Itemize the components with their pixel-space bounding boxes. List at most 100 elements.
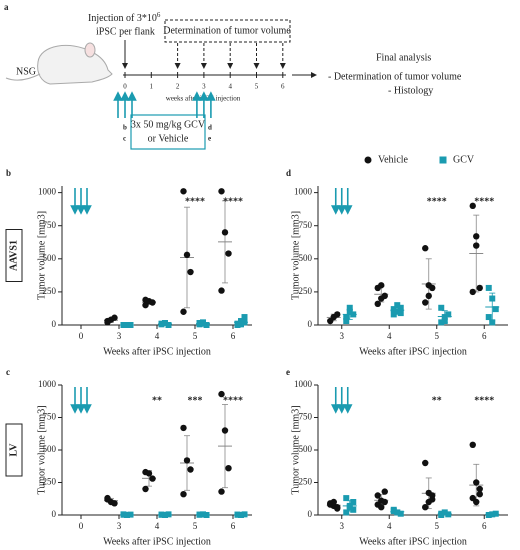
group-box [5,229,23,282]
data-point [473,233,480,240]
x-tick-label: 6 [231,331,236,341]
data-point [381,498,388,506]
group-label: LV [8,443,19,457]
treatment-text: or Vehicle [148,133,189,144]
data-point [390,508,397,515]
data-point [394,302,401,309]
data-point [196,320,203,327]
timeline-tick-label: 1 [150,83,154,91]
panel-ref: c [123,135,126,143]
mouse-tail [5,73,41,81]
y-tick-label: 250 [299,286,313,296]
x-tick-label: 5 [193,521,198,531]
final-item: - Determination of tumor volume [328,71,462,82]
data-point [476,491,483,498]
y-tick-label: 0 [308,319,313,329]
data-point [330,498,337,506]
data-point [346,308,353,315]
x-tick-label: 5 [193,331,198,341]
significance: **** [474,196,494,207]
x-tick-label: 3 [340,521,345,531]
data-point [469,288,476,296]
timeline-tick-label: 2 [176,83,180,91]
data-point [149,475,156,482]
dashed-box-text: Determination of tumor volume [163,25,291,36]
data-point [492,306,499,313]
data-point [145,470,153,477]
injection-text: Injection of 3*106 [88,11,161,25]
data-point [445,311,452,318]
x-axis-label: Weeks after iPSC injection [103,536,211,547]
data-point [343,509,350,516]
data-point [346,504,353,511]
x-tick-label: 0 [79,331,84,341]
y-tick-label: 500 [43,253,57,263]
legend-label: GCV [453,154,475,165]
data-point [218,287,225,294]
data-point [473,479,480,486]
y-tick-label: 0 [52,319,57,329]
data-point [343,318,350,325]
data-point [350,499,357,505]
panel-letter: b [6,168,11,178]
timeline-tick-label: 6 [281,83,285,91]
data-point [485,284,492,291]
x-tick-label: 4 [387,331,392,341]
significance: **** [223,196,243,207]
data-point [390,311,397,318]
data-point [221,427,229,434]
significance: **** [427,196,447,207]
data-point [200,319,206,326]
data-point [124,322,130,328]
data-point [162,320,168,327]
panel-letter: c [6,367,10,377]
data-point [238,321,244,328]
significance: ** [152,395,162,406]
data-point [183,251,191,259]
data-point [422,245,429,252]
data-point [334,311,341,318]
mouse-label: NSG [16,66,36,77]
final-title: Final analysis [376,52,431,63]
data-point [441,318,448,325]
y-tick-label: 750 [299,220,313,230]
y-tick-label: 500 [43,444,57,454]
data-point [165,511,172,518]
x-tick-label: 5 [435,521,440,531]
x-tick-label: 6 [482,331,487,341]
data-point [374,492,381,499]
y-tick-label: 0 [308,509,313,519]
data-point [234,322,241,328]
data-point [183,457,191,464]
data-point [378,282,385,289]
data-point [241,511,248,518]
data-point [473,242,480,249]
data-point [378,504,385,511]
y-axis-label: Tumor volume [mm3] [290,211,301,300]
data-point [238,512,244,518]
data-point [422,459,429,467]
x-axis-label: Weeks after iPSC injection [103,346,211,357]
data-point [429,492,436,499]
data-point [397,310,404,317]
data-point [165,322,172,328]
data-point [203,322,210,328]
injection-line2: iPSC per flank [96,26,155,37]
data-point [218,488,225,495]
data-point [476,485,483,493]
data-point [489,319,496,326]
data-point [127,511,134,518]
data-point [390,306,397,313]
data-point [180,491,187,498]
data-point [180,188,187,195]
significance: *** [188,395,203,406]
data-point [485,512,492,518]
x-tick-label: 4 [387,521,392,531]
data-point [397,304,404,311]
data-point [438,512,445,518]
data-point [394,308,401,315]
y-tick-label: 1000 [38,379,57,389]
injection-exp: 6 [157,11,161,19]
data-point [492,510,499,517]
x-tick-label: 3 [117,521,122,531]
